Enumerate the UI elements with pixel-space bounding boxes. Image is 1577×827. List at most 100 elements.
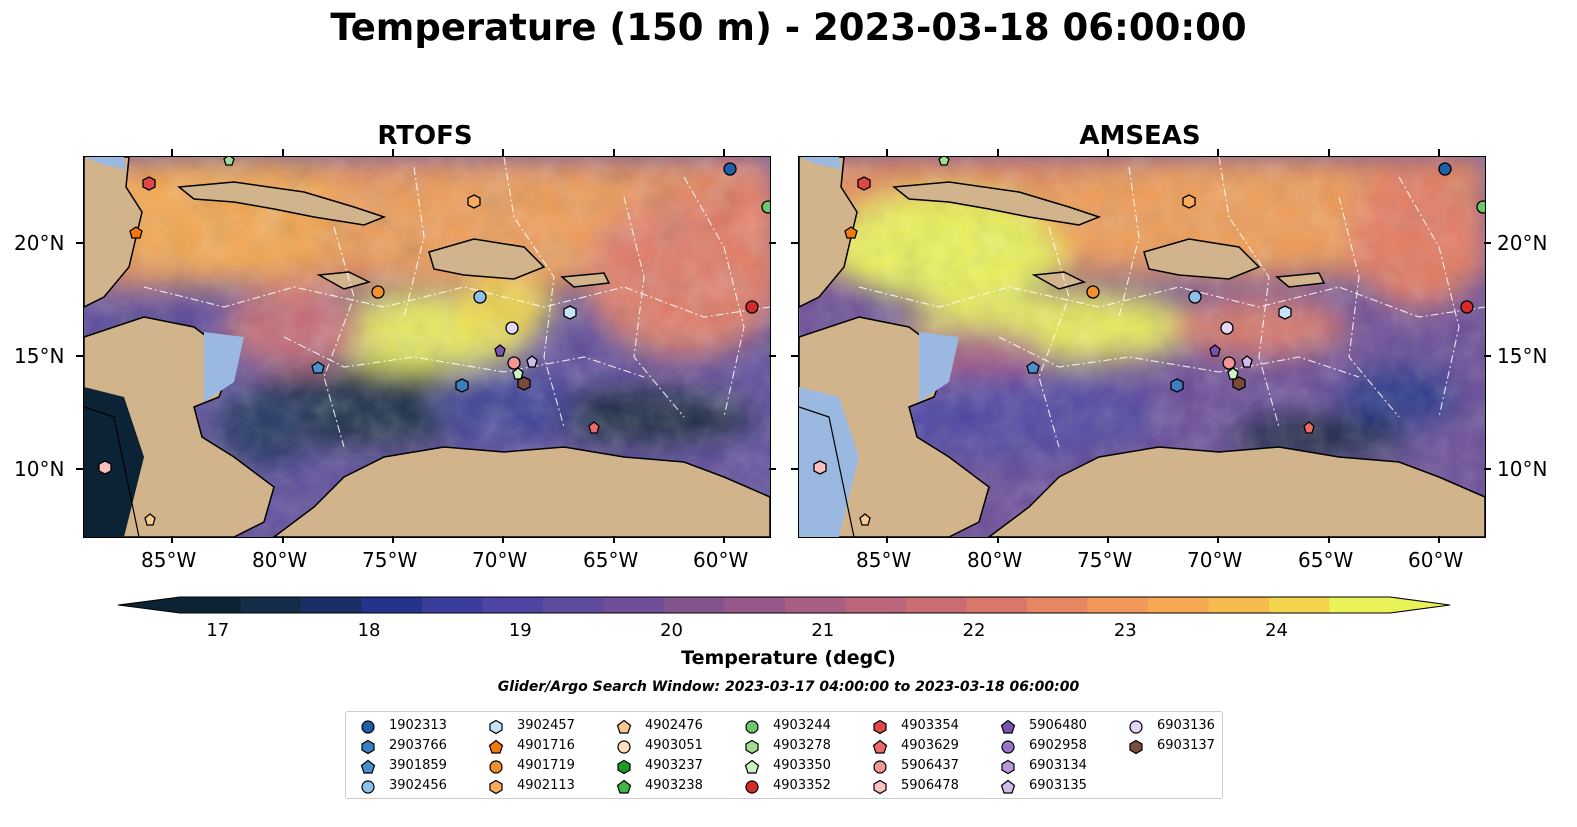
legend-label: 6902958: [1029, 738, 1087, 753]
hexagon-marker-icon: [1129, 739, 1143, 755]
lon-label: 60°W: [1408, 548, 1464, 572]
map-canvas-rtofs: [84, 157, 770, 537]
pentagon-marker-icon: [360, 759, 376, 774]
colorbar-extend-high: [1390, 597, 1450, 613]
hexagon-marker-icon: [873, 779, 887, 795]
circle-marker-icon: [745, 720, 759, 734]
circle-marker-icon: [617, 740, 631, 754]
map-canvas-amseas: [799, 157, 1485, 537]
legend-label: 4903629: [901, 738, 959, 753]
lon-label: 60°W: [693, 548, 749, 572]
legend-label: 3901859: [389, 758, 447, 773]
hexagon-marker-icon: [745, 739, 759, 755]
hexagon-marker-icon: [489, 779, 503, 795]
pentagon-marker-icon: [744, 759, 760, 774]
legend-label: 4902113: [517, 778, 575, 793]
colorbar-outline: [117, 596, 1451, 614]
figure-title: Temperature (150 m) - 2023-03-18 06:00:0…: [330, 6, 1247, 49]
lat-label-right: 15°N: [1497, 344, 1548, 368]
circle-marker-icon: [361, 780, 375, 794]
hexagon-marker-icon: [361, 739, 375, 755]
lat-label-right: 20°N: [1497, 231, 1548, 255]
hexagon-marker-icon: [489, 719, 503, 735]
circle-marker-icon: [745, 780, 759, 794]
colorbar-segment: [301, 597, 362, 613]
colorbar-extend-low: [118, 597, 180, 613]
legend-label: 6903135: [1029, 778, 1087, 793]
colorbar-segment: [1329, 597, 1391, 613]
hexagon-marker-icon: [1001, 759, 1015, 775]
colorbar-segment: [603, 597, 665, 613]
legend-label: 2903766: [389, 738, 447, 753]
lon-label: 80°W: [967, 548, 1023, 572]
pentagon-marker-icon: [616, 719, 632, 734]
lon-label: 65°W: [583, 548, 639, 572]
circle-marker-icon: [361, 720, 375, 734]
lat-label-right: 10°N: [1497, 457, 1548, 481]
legend-label: 4903237: [645, 758, 703, 773]
colorbar-tick-label: 18: [357, 620, 381, 641]
colorbar-segment: [240, 597, 302, 613]
lon-label: 75°W: [362, 548, 418, 572]
panel-title-amseas: AMSEAS: [1079, 121, 1201, 151]
colorbar-segment: [1087, 597, 1149, 613]
colorbar-segment: [724, 597, 786, 613]
legend-label: 6903137: [1157, 738, 1215, 753]
legend-label: 4903238: [645, 778, 703, 793]
pentagon-marker-icon: [1000, 719, 1016, 734]
colorbar-tick-label: 23: [1113, 620, 1137, 641]
circle-marker-icon: [489, 760, 503, 774]
pentagon-marker-icon: [1000, 779, 1016, 794]
panel-title-rtofs: RTOFS: [377, 121, 473, 151]
colorbar-segment: [906, 597, 967, 613]
colorbar-segment: [966, 597, 1028, 613]
colorbar-segment: [180, 597, 241, 613]
legend-label: 1902313: [389, 718, 447, 733]
legend-label: 5906437: [901, 758, 959, 773]
legend-label: 4903051: [645, 738, 703, 753]
search-window-text: Glider/Argo Search Window: 2023-03-17 04…: [497, 679, 1080, 695]
colorbar-tick-label: 22: [962, 620, 986, 641]
legend-label: 4903354: [901, 718, 959, 733]
lon-label: 85°W: [141, 548, 197, 572]
colorbar-segment: [361, 597, 423, 613]
circle-marker-icon: [1129, 720, 1143, 734]
hexagon-marker-icon: [617, 759, 631, 775]
circle-marker-icon: [1001, 740, 1015, 754]
colorbar-segment: [1148, 597, 1209, 613]
colorbar-tick-label: 17: [206, 620, 230, 641]
legend-label: 3902457: [517, 718, 575, 733]
legend-label: 4903350: [773, 758, 831, 773]
lon-label: 85°W: [856, 548, 912, 572]
colorbar-tick-label: 21: [811, 620, 835, 641]
legend-label: 6903136: [1157, 718, 1215, 733]
colorbar-segment: [543, 597, 604, 613]
map-panel-amseas[interactable]: [798, 156, 1486, 538]
legend-label: 5906478: [901, 778, 959, 793]
lon-label: 70°W: [1187, 548, 1243, 572]
legend-label: 4903244: [773, 718, 831, 733]
pentagon-marker-icon: [872, 739, 888, 754]
colorbar-segment: [785, 597, 846, 613]
legend-label: 4902476: [645, 718, 703, 733]
colorbar-tick-label: 20: [660, 620, 684, 641]
colorbar-tick-label: 19: [508, 620, 532, 641]
colorbar-segment: [422, 597, 483, 613]
axis-ticks: [76, 149, 1491, 543]
float-legend: 1902313 2903766 3901859 3902456 3902457 49017…: [345, 711, 1223, 799]
colorbar-title: Temperature (degC): [681, 647, 896, 669]
legend-label: 6903134: [1029, 758, 1087, 773]
lat-label-left: 10°N: [14, 457, 65, 481]
lon-label: 75°W: [1077, 548, 1133, 572]
map-panel-rtofs[interactable]: [83, 156, 771, 538]
pentagon-marker-icon: [488, 739, 504, 754]
lon-label: 80°W: [252, 548, 308, 572]
colorbar-segment: [1269, 597, 1330, 613]
lat-label-left: 15°N: [14, 344, 65, 368]
legend-label: 5906480: [1029, 718, 1087, 733]
legend-label: 4903352: [773, 778, 831, 793]
lon-label: 70°W: [472, 548, 528, 572]
colorbar-segment: [845, 597, 907, 613]
colorbar-segment: [664, 597, 725, 613]
legend-label: 4903278: [773, 738, 831, 753]
